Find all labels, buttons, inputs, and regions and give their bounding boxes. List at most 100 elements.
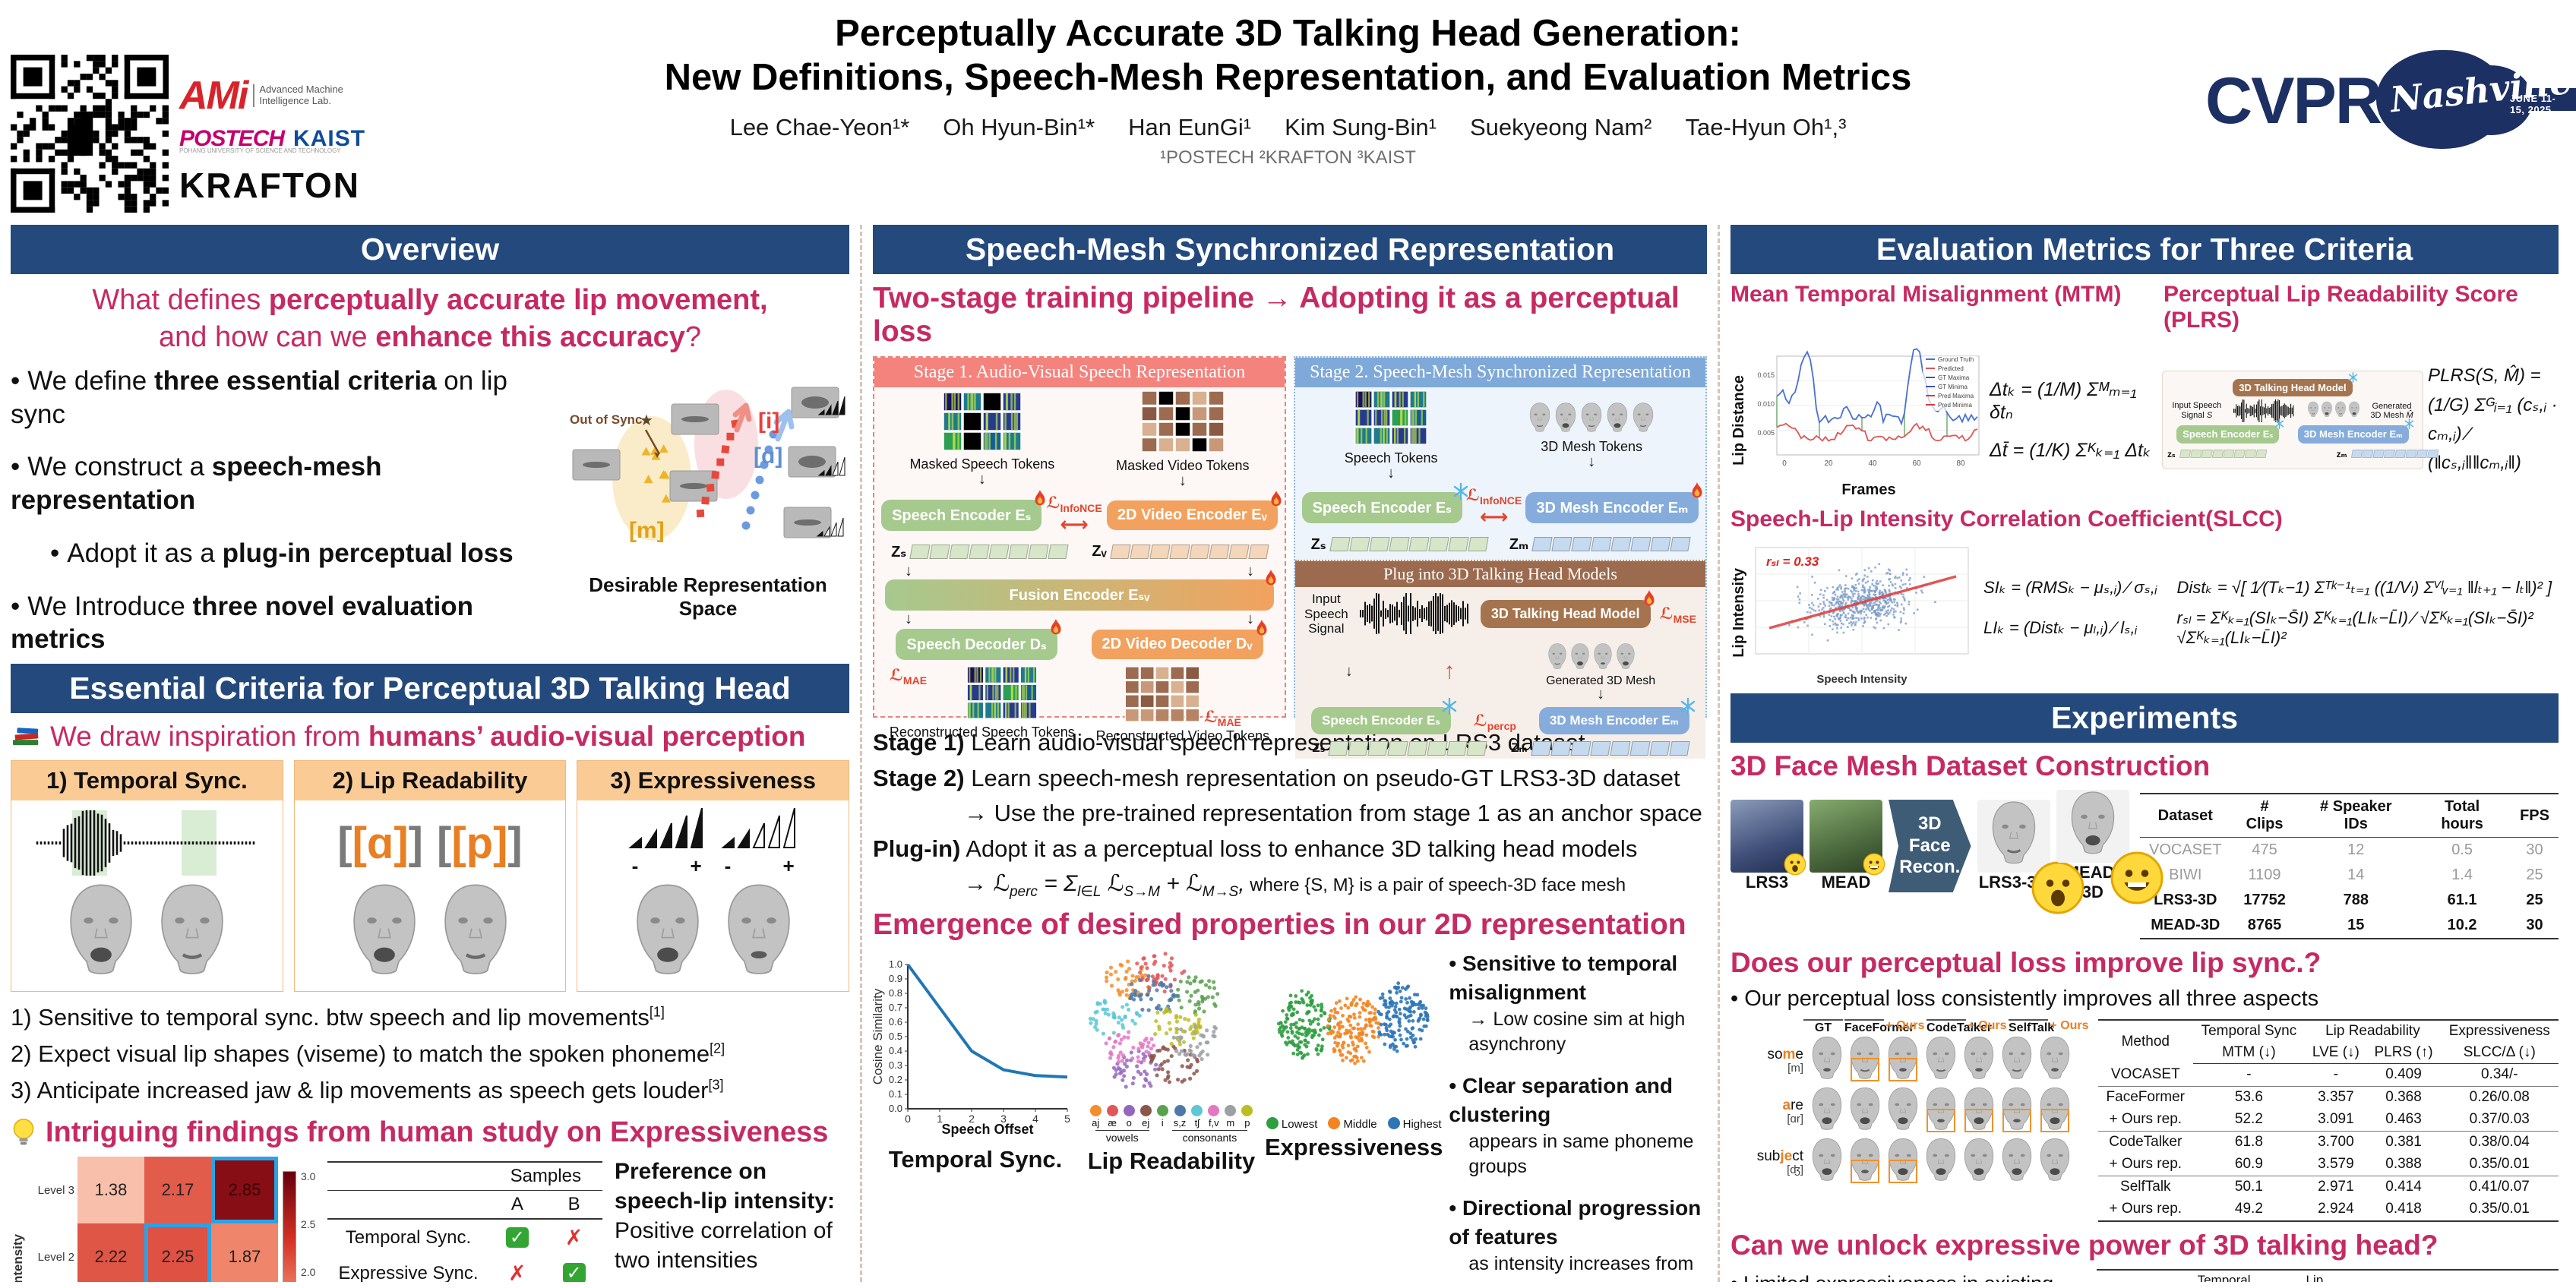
card-title: 1) Temporal Sync. (11, 761, 283, 801)
table-cell: Temporal Sync. (345, 1226, 472, 1248)
face-mesh (2306, 401, 2320, 421)
table-cell: 17752 (2243, 892, 2286, 908)
table-cell: 0.368 (2366, 1085, 2441, 1109)
face-mesh (1604, 402, 1630, 438)
face-mesh (1846, 1086, 1884, 1137)
svg-text:1.0: 1.0 (889, 958, 902, 970)
card-title: 2) Lip Readability (294, 761, 566, 801)
table-cell: 30 (2511, 913, 2559, 939)
trainable-flame-icon (1253, 619, 1271, 639)
emergence-bullets: • Sensitive to temporal misalignment → Lo… (1449, 952, 1702, 1282)
table-cell: 0.34/- (2480, 1066, 2518, 1083)
face-mesh (628, 881, 707, 985)
face-mesh (1922, 1035, 1960, 1086)
loss-percp: ℒpercp (1473, 712, 1516, 733)
stage2-panel: Stage 2. Speech-Mesh Synchronized Repres… (1294, 356, 1707, 759)
table-cell: 0.418 (2366, 1198, 2441, 1222)
lrs3-image: LRS3 (1731, 800, 1806, 892)
face-mesh (1527, 402, 1553, 438)
video-encoder-box: 2D Video Encoder Eᵥ (1106, 490, 1282, 530)
author: Han EunGi¹ (1128, 113, 1252, 140)
mtm-formula-1: Δtₖ = (1/M) Σᴹₘ₌₁ δtₙ (1990, 379, 2137, 423)
svg-text:0.8: 0.8 (889, 987, 902, 999)
phoneme-legend-item: f,v (1208, 1105, 1220, 1129)
table-cell: 2.971 (2305, 1175, 2367, 1198)
spectrogram-icon (943, 392, 1022, 451)
spectrogram-icon (966, 666, 1038, 719)
loss-mae: ℒMAE (889, 667, 928, 687)
table-cell: BIWI (2169, 867, 2202, 883)
face-mesh (62, 881, 141, 985)
table-cell: 1109 (2248, 867, 2281, 883)
krafton-logo: KRAFTON (179, 166, 361, 205)
frozen-snowflake-icon (2404, 418, 2415, 430)
column-overview: Overview What defines perceptually accur… (11, 225, 860, 1282)
phoneme-legend-item: s,z (1174, 1105, 1186, 1129)
mesh-tokens: 3D Mesh Tokens ↓ (1527, 402, 1656, 469)
face-mesh (345, 881, 424, 985)
criteria-cards: 1) Temporal Sync. 2) Lip Readability [[ɑ… (11, 760, 850, 993)
poster-title-line2: New Definitions, Speech-Mesh Representat… (664, 56, 1912, 98)
heatmap-cell: 1.87 (211, 1223, 278, 1282)
zm-tokens: zₘ (2337, 447, 2508, 461)
waveform-icon (36, 810, 255, 876)
table-cell: 0.388 (2385, 1156, 2422, 1173)
zs-tokens: zₛ (2167, 447, 2337, 461)
trainable-flame-icon (1262, 569, 1280, 589)
table-cell: - (2246, 1066, 2252, 1083)
cvpr-guitar-icon: Nashville JUNE 11-15, 2025 (2375, 44, 2576, 158)
overview-bullet-1: • We define three essential criteria on l… (11, 365, 507, 429)
face-mesh (436, 881, 515, 985)
speech-waveform-icon (2233, 399, 2294, 422)
recon-arrow: 3D Face Recon. (1889, 799, 1971, 893)
phoneme-legend-item: æ (1106, 1105, 1118, 1129)
card-temporal-sync: 1) Temporal Sync. (11, 760, 283, 993)
face-mesh (1808, 1035, 1846, 1086)
pipeline-diagram: Stage 1. Audio-Visual Speech Representat… (873, 356, 1707, 759)
qr-code (11, 55, 169, 213)
table-cell: 61.1 (2447, 892, 2477, 908)
face-mesh (1808, 1137, 1846, 1188)
phoneme-legend-item: tʃ (1191, 1105, 1203, 1129)
face-mesh (1579, 402, 1604, 438)
postech-logo: POSTECH (179, 126, 285, 151)
phoneme-p: [p] (451, 818, 508, 868)
author: Oh Hyun-Bin¹* (943, 113, 1095, 140)
table-row: + Ours rep. 52.2 3.091 0.463 0.37/0.03 (2098, 1109, 2559, 1132)
generated-mesh-label: Generated 3D Mesh M̂ (2370, 401, 2413, 420)
face-mesh (1960, 1137, 1998, 1188)
table-cell: 3.357 (2305, 1085, 2367, 1109)
mtm-x-label: Frames (1841, 481, 1896, 498)
phoneme-legend-item: m (1225, 1105, 1237, 1129)
reconstructed-video-tokens: ℒMAE Reconstructed Video Tokens (1096, 666, 1269, 744)
table-cell: 2.924 (2305, 1198, 2367, 1222)
svg-text:0.005: 0.005 (1757, 429, 1775, 437)
author: Kim Sung-Bin¹ (1285, 113, 1437, 140)
lipsync-question-title: Does our perceptual loss improve lip syn… (1731, 947, 2322, 978)
table-row: LRS3-3D 17752 788 61.1 25 (2140, 888, 2559, 913)
table-cell: VOCASET (2149, 841, 2222, 858)
table-cell: 14 (2347, 867, 2365, 883)
slcc-scatter: rₛₗ = 0.33 (1755, 547, 1969, 655)
phoneme-legend-item: i (1156, 1105, 1168, 1129)
svg-text:0.6: 0.6 (889, 1016, 902, 1028)
slcc-title: Speech-Lip Intensity Correlation Coeffic… (1731, 507, 2283, 532)
table-cell: 49.2 (2192, 1198, 2306, 1222)
pipeline-title: Two-stage training pipeline → Adopting i… (873, 282, 1680, 348)
dataset-table: Dataset # Clips # Speaker IDs Total hours FP… (2140, 793, 2559, 939)
expressiveness-figure: Lowest Middle Highest Expressiveness (1265, 949, 1443, 1161)
reconstructed-speech-tokens: ℒMAE Reconstructed Speech Tokens (889, 666, 1075, 740)
table-cell: LRS3-3D (2154, 892, 2217, 908)
svg-text:40: 40 (1868, 459, 1877, 468)
face-meshes (577, 879, 849, 991)
svg-text:80: 80 (1956, 459, 1965, 468)
dist-formula: Distₖ = √[ 1⁄(Tₖ−1) Σᵀᵏ⁻¹ₜ₌₁ ((1/Vₗ) Σⱽˡ… (2176, 578, 2552, 597)
slcc-y-label: Lip Intensity (1731, 568, 1747, 658)
si-formula: SIₖ = (RMSₖ − μₛ,ᵢ) ⁄ σₛ,ᵢ (1983, 578, 2157, 597)
table-cell: 0.409 (2385, 1066, 2422, 1083)
heatmap-cell: 1.38 (77, 1157, 144, 1224)
face-mesh (1987, 799, 2041, 873)
frozen-snowflake-icon (2347, 371, 2359, 384)
cosine-similarity-chart: 0.0 0.1 0.2 0.3 0.4 0.5 0.6 0.7 0.8 0.9 1.0 0 1 2 3 4 5 C… (871, 958, 1070, 1137)
ami-logo: AMi Advanced Machine Intelligence Lab. (179, 73, 371, 118)
